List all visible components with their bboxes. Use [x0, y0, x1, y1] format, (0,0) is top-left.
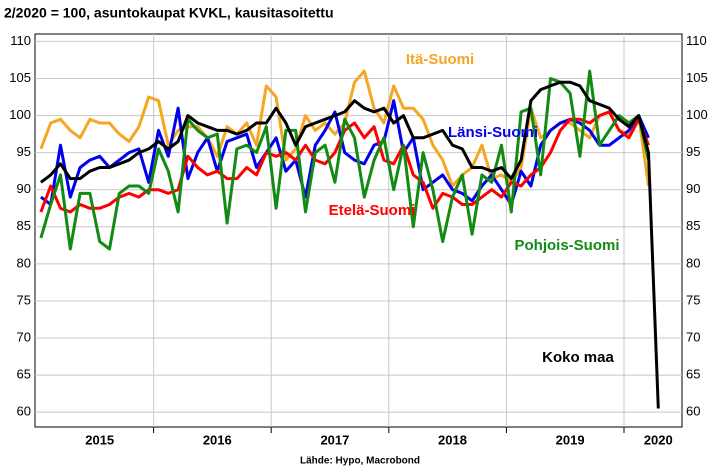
- x-tick-label: 2015: [85, 432, 114, 447]
- y-tick-label: 70: [17, 329, 31, 344]
- series-line: [39, 80, 660, 409]
- x-tick-label: 2020: [644, 432, 673, 447]
- series-label: Koko maa: [542, 349, 614, 366]
- series-label: Pohjois-Suomi: [515, 237, 620, 254]
- y-tick-label: 105: [9, 70, 31, 85]
- y-tick-label: 75: [17, 292, 31, 307]
- y2-tick-label: 80: [686, 255, 700, 270]
- y2-tick-label: 95: [686, 144, 700, 159]
- y-tick-label: 100: [9, 107, 31, 122]
- y-tick-label: 85: [17, 218, 31, 233]
- y-tick-label: 80: [17, 255, 31, 270]
- x-tick-label: 2017: [320, 432, 349, 447]
- y2-tick-label: 110: [686, 33, 707, 48]
- series-line: [39, 99, 650, 206]
- y2-tick-label: 100: [686, 107, 708, 122]
- y-tick-label: 65: [17, 367, 31, 382]
- y2-tick-label: 105: [686, 70, 708, 85]
- series-label: Länsi-Suomi: [448, 124, 538, 141]
- series-label: Etelä-Suomi: [329, 202, 416, 219]
- source: Lähde: Hypo, Macrobond: [300, 456, 420, 467]
- series-line: [39, 110, 650, 214]
- y-tick-label: 95: [17, 144, 31, 159]
- y2-tick-label: 90: [686, 181, 700, 196]
- y-tick-label: 90: [17, 181, 31, 196]
- x-tick-label: 2019: [556, 432, 585, 447]
- x-tick-label: 2018: [438, 432, 467, 447]
- y-tick-label: 60: [17, 404, 31, 419]
- plot-frame: [34, 33, 683, 428]
- y2-tick-label: 75: [686, 292, 700, 307]
- y-tick-label: 110: [10, 33, 31, 48]
- y2-tick-label: 85: [686, 218, 700, 233]
- series-label: Itä-Suomi: [406, 51, 474, 68]
- chart-title: 2/2020 = 100, asuntokaupat KVKL, kausita…: [4, 5, 334, 21]
- x-tick-label: 2016: [203, 432, 232, 447]
- y2-tick-label: 70: [686, 329, 700, 344]
- series-line: [39, 69, 650, 251]
- y2-tick-label: 60: [686, 404, 700, 419]
- y2-tick-label: 65: [686, 367, 700, 382]
